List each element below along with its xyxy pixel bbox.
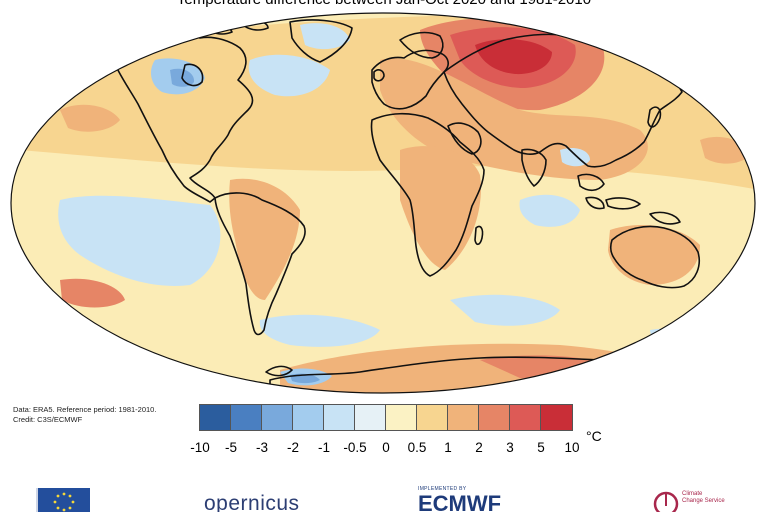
ecmwf-tagline: IMPLEMENTED BY: [418, 486, 467, 492]
ecmwf-wordmark: ECMWF: [418, 491, 502, 512]
colorbar-tick-label: -10: [190, 440, 210, 455]
credits-data-line: Data: ERA5. Reference period: 1981-2010.: [13, 405, 157, 414]
anomaly-region: [300, 23, 350, 50]
logo-bar: opernicus IMPLEMENTED BY ECMWF Climate C…: [0, 480, 768, 512]
colorbar-tick-label: -5: [224, 440, 238, 455]
colorbar-tick-label: -1: [317, 440, 331, 455]
colorbar-swatch: [541, 405, 572, 430]
credits-credit-line: Credit: C3S/ECMWF: [13, 415, 83, 424]
colorbar-tick-label: -0.5: [343, 440, 367, 455]
ecmwf-logo: IMPLEMENTED BY ECMWF: [418, 486, 501, 512]
anomaly-region: [60, 278, 125, 308]
globe-outline: [10, 12, 756, 394]
anomaly-region: [519, 194, 580, 227]
c3s-emblem-icon: [653, 491, 679, 512]
anomaly-region: [450, 294, 560, 326]
eu-flag-logo: [36, 488, 90, 512]
colorbar-swatch: [479, 405, 510, 430]
anomaly-region: [475, 39, 552, 75]
colorbar-tick-label: 0: [382, 440, 390, 455]
colorbar-swatch: [386, 405, 417, 430]
colorbar-tick-label: -2: [286, 440, 300, 455]
colorbar-swatch: [200, 405, 231, 430]
colorbar: [199, 404, 573, 431]
credits: Data: ERA5. Reference period: 1981-2010.…: [13, 405, 156, 425]
colorbar-swatch: [324, 405, 355, 430]
anomaly-region: [58, 195, 221, 286]
c3s-line-1: Climate: [682, 491, 703, 497]
colorbar-ticks: -10 -5 -3 -2 -1 -0.5 0 0.5 1 2 3 5 10: [0, 440, 768, 460]
colorbar-unit-label: °C: [586, 428, 602, 444]
colorbar-tick-label: 10: [564, 440, 580, 455]
anomaly-field: [11, 13, 755, 393]
colorbar-swatch: [448, 405, 479, 430]
colorbar-tick-label: 1: [444, 440, 452, 455]
colorbar-tick-label: -3: [255, 440, 269, 455]
colorbar-swatch: [231, 405, 262, 430]
c3s-text: Climate Change Service: [682, 491, 725, 505]
colorbar-swatch: [262, 405, 293, 430]
anomaly-region: [259, 314, 380, 347]
anomaly-region: [60, 104, 120, 132]
colorbar-tick-label: 2: [475, 440, 483, 455]
colorbar-swatch: [417, 405, 448, 430]
colorbar-swatch: [293, 405, 324, 430]
temperature-anomaly-map: [10, 12, 756, 394]
c3s-line-2: Change Service: [682, 498, 725, 504]
copernicus-logo: opernicus: [204, 492, 300, 512]
colorbar-tick-label: 0.5: [407, 440, 427, 455]
colorbar-tick-label: 3: [506, 440, 514, 455]
colorbar-swatch: [355, 405, 386, 430]
c3s-logo: Climate Change Service: [652, 488, 725, 512]
colorbar-swatch: [510, 405, 541, 430]
anomaly-region: [650, 328, 720, 348]
anomaly-region: [248, 54, 330, 97]
colorbar-tick-label: 5: [537, 440, 545, 455]
anomaly-region: [608, 225, 700, 285]
map-title: Temperature difference between Jan-Oct 2…: [0, 0, 768, 8]
